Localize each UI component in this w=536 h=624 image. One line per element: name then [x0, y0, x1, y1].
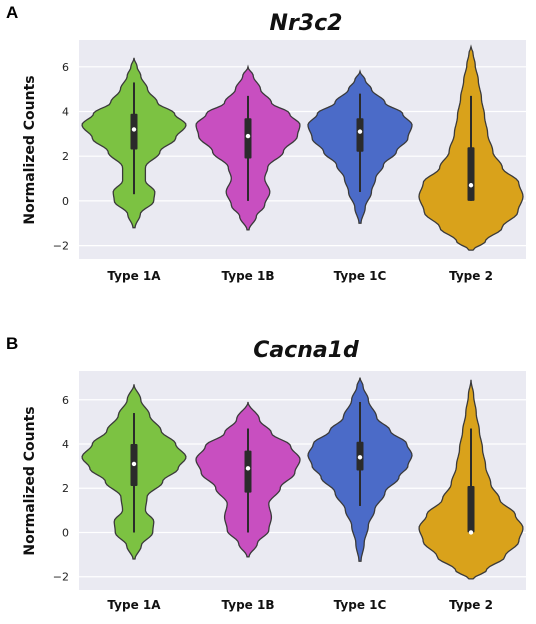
x-ticks-b: Type 1A Type 1B Type 1C Type 2 — [107, 598, 492, 612]
x-tick-label: Type 1A — [107, 269, 161, 283]
iqr-box — [467, 486, 475, 533]
x-tick-label: Type 2 — [449, 598, 493, 612]
x-ticks-a: Type 1A Type 1B Type 1C Type 2 — [107, 269, 492, 283]
median-dot — [468, 530, 474, 535]
y-tick-label: 4 — [62, 106, 69, 119]
panel-letter-a: A — [6, 3, 18, 22]
y-tick-label: 6 — [62, 394, 69, 407]
y-axis-label-a: Normalized Counts — [22, 75, 38, 224]
x-tick-label: Type 1C — [334, 269, 387, 283]
panel-letter-b: B — [6, 334, 18, 353]
y-tick-label: 0 — [62, 526, 69, 539]
x-tick-label: Type 1B — [222, 598, 275, 612]
y-ticks-b: −2 0 2 4 6 — [53, 394, 69, 584]
median-dot — [245, 466, 251, 471]
chart-title-b: Cacna1d — [253, 338, 359, 363]
x-tick-label: Type 1A — [107, 598, 161, 612]
x-tick-label: Type 1C — [334, 598, 387, 612]
y-tick-label: 2 — [62, 150, 69, 163]
iqr-box — [244, 118, 252, 159]
violins-a — [81, 44, 524, 251]
iqr-box — [244, 450, 252, 493]
median-dot — [357, 129, 363, 134]
y-axis-label-b: Normalized Counts — [22, 406, 38, 555]
median-dot — [468, 183, 474, 188]
x-tick-label: Type 1B — [222, 269, 275, 283]
y-tick-label: 2 — [62, 482, 69, 495]
y-ticks-a: −2 0 2 4 6 — [53, 61, 69, 253]
y-tick-label: −2 — [53, 240, 69, 253]
x-tick-label: Type 2 — [449, 269, 493, 283]
chart-title-a: Nr3c2 — [270, 11, 343, 36]
iqr-box — [467, 147, 475, 201]
median-dot — [131, 461, 137, 467]
iqr-box — [130, 113, 138, 150]
median-dot — [357, 455, 363, 460]
median-dot — [131, 127, 137, 132]
y-tick-label: 4 — [62, 438, 69, 451]
y-tick-label: −2 — [53, 571, 69, 584]
y-tick-label: 6 — [62, 61, 69, 74]
y-tick-label: 0 — [62, 195, 69, 208]
iqr-box — [356, 118, 364, 152]
median-dot — [245, 133, 251, 139]
violins-b — [81, 377, 524, 580]
